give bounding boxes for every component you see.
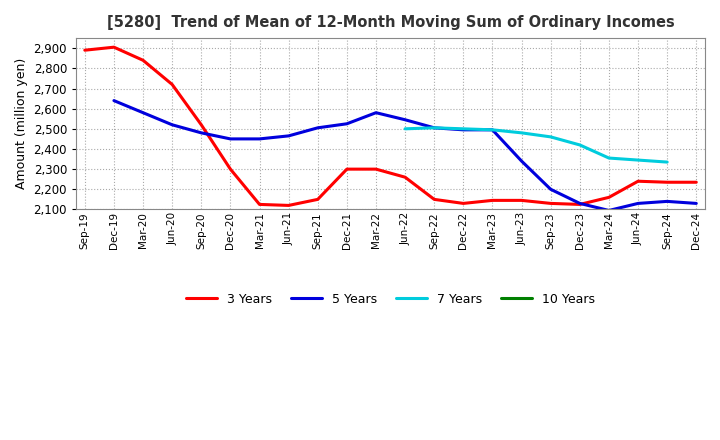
- 5 Years: [634, 201, 642, 206]
- 5 Years: [430, 125, 438, 130]
- Line: 3 Years: 3 Years: [85, 47, 696, 205]
- 3 Years: [255, 202, 264, 207]
- Title: [5280]  Trend of Mean of 12-Month Moving Sum of Ordinary Incomes: [5280] Trend of Mean of 12-Month Moving …: [107, 15, 675, 30]
- 3 Years: [372, 166, 380, 172]
- Y-axis label: Amount (million yen): Amount (million yen): [15, 58, 28, 189]
- 3 Years: [81, 48, 89, 53]
- 7 Years: [488, 127, 497, 132]
- 5 Years: [488, 127, 497, 132]
- 5 Years: [168, 122, 176, 128]
- 7 Years: [634, 158, 642, 163]
- 3 Years: [343, 166, 351, 172]
- 3 Years: [517, 198, 526, 203]
- Line: 5 Years: 5 Years: [114, 101, 696, 210]
- 3 Years: [634, 179, 642, 184]
- 5 Years: [692, 201, 701, 206]
- 5 Years: [109, 98, 118, 103]
- 5 Years: [372, 110, 380, 115]
- Legend: 3 Years, 5 Years, 7 Years, 10 Years: 3 Years, 5 Years, 7 Years, 10 Years: [181, 288, 600, 311]
- 5 Years: [517, 158, 526, 164]
- 3 Years: [546, 201, 555, 206]
- 3 Years: [663, 180, 672, 185]
- 3 Years: [575, 202, 584, 207]
- 3 Years: [605, 195, 613, 200]
- 3 Years: [488, 198, 497, 203]
- Line: 7 Years: 7 Years: [405, 128, 667, 162]
- 7 Years: [430, 125, 438, 130]
- 7 Years: [517, 130, 526, 136]
- 3 Years: [168, 82, 176, 87]
- 5 Years: [575, 201, 584, 206]
- 3 Years: [226, 166, 235, 172]
- 3 Years: [401, 175, 410, 180]
- 5 Years: [313, 125, 322, 130]
- 3 Years: [692, 180, 701, 185]
- 3 Years: [430, 197, 438, 202]
- 7 Years: [605, 155, 613, 161]
- 3 Years: [313, 197, 322, 202]
- 5 Years: [284, 133, 293, 139]
- 3 Years: [459, 201, 468, 206]
- 5 Years: [226, 136, 235, 142]
- 5 Years: [663, 199, 672, 204]
- 5 Years: [343, 121, 351, 126]
- 7 Years: [459, 126, 468, 132]
- 5 Years: [605, 208, 613, 213]
- 5 Years: [139, 110, 148, 115]
- 3 Years: [109, 44, 118, 50]
- 5 Years: [401, 117, 410, 122]
- 7 Years: [575, 142, 584, 147]
- 7 Years: [663, 159, 672, 165]
- 7 Years: [401, 126, 410, 132]
- 3 Years: [139, 58, 148, 63]
- 3 Years: [197, 122, 206, 128]
- 3 Years: [284, 203, 293, 208]
- 5 Years: [546, 187, 555, 192]
- 5 Years: [255, 136, 264, 142]
- 5 Years: [459, 127, 468, 132]
- 5 Years: [197, 130, 206, 136]
- 7 Years: [546, 134, 555, 139]
